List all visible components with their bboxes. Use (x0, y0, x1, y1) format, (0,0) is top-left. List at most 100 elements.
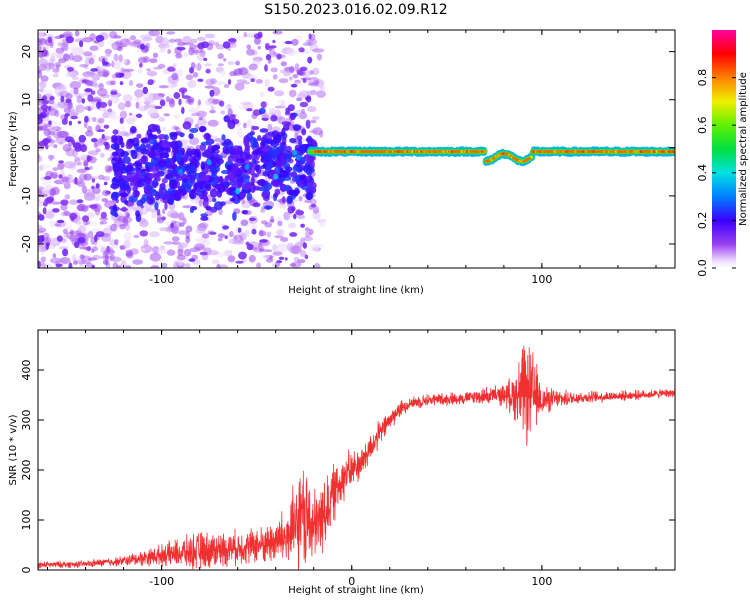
spectrogram-cell (76, 204, 85, 212)
spectrogram-cell (302, 42, 312, 46)
spectrogram-cell (138, 106, 148, 112)
spectrogram-cell (69, 199, 78, 205)
spectrogram-cell (71, 76, 80, 80)
spectrogram-cell (207, 119, 219, 127)
spectrogram-cell (278, 204, 287, 209)
spectrogram-cell (139, 62, 143, 68)
spectrogram-cell (229, 231, 234, 237)
spectrogram-cell (280, 154, 285, 164)
spectrogram-cell (196, 52, 205, 61)
spectrogram-cell (136, 113, 143, 119)
spectrogram-cell (284, 153, 292, 163)
spectrogram-cell (125, 265, 132, 268)
spectrogram-cell (78, 134, 87, 143)
spectrogram-cell (270, 179, 281, 186)
spectrogram-frame (37, 29, 676, 269)
spectrogram-cell (97, 117, 105, 124)
spectrogram-cell (224, 235, 228, 239)
spectrogram-cell (51, 201, 62, 205)
spectrogram-cell (192, 49, 204, 54)
colorbar-label: Normalized spectral amplitude (738, 72, 749, 226)
spectrogram-cell (90, 90, 96, 95)
spectrogram-cell (288, 66, 295, 73)
spectrogram-cell (196, 152, 202, 161)
spectrogram-cell (294, 144, 300, 152)
spectrogram-cell (102, 189, 111, 197)
spectrogram-cell (122, 94, 133, 103)
spectrogram-cell (114, 40, 123, 46)
spectrogram-cell (293, 213, 297, 220)
spectrogram-cell (277, 99, 284, 105)
spectrogram-cell (42, 138, 51, 144)
spectrogram-cell (126, 213, 131, 218)
spectrogram-cell (94, 234, 98, 243)
spectrogram-cell (58, 160, 64, 164)
spectrogram-cell (171, 212, 180, 219)
spectrogram-cell (304, 254, 309, 260)
spectrogram-cell (202, 198, 209, 209)
spectrogram-cell (200, 213, 208, 218)
spectrogram-cell (49, 154, 54, 162)
spectrogram-cell (232, 211, 237, 221)
spectrogram-cell (249, 217, 256, 221)
spectrogram-cell (76, 168, 87, 174)
spectrogram-cell (283, 184, 291, 191)
spectrogram-cell (184, 263, 191, 268)
spectrogram-cell (142, 91, 154, 101)
spectrogram-cell (162, 208, 166, 215)
spectrogram-cell (244, 144, 251, 152)
spectrogram-cell (310, 244, 320, 252)
spectrogram-cell (295, 208, 302, 215)
spectrogram-cell (115, 148, 125, 158)
spectrogram-cell (136, 49, 141, 54)
spectrogram-cell (38, 260, 41, 268)
spectrogram-cell (38, 64, 47, 71)
spectrogram-cell (38, 188, 43, 196)
spectrogram-cell (312, 206, 320, 214)
spectrogram-cell (166, 96, 170, 103)
spectrogram-cell (94, 197, 100, 202)
spectrogram-cell (246, 48, 255, 56)
spectrogram-cell (176, 154, 182, 163)
spectrogram-cell (288, 222, 296, 229)
spectrogram-cell (123, 239, 131, 249)
spectrogram-cell (62, 228, 68, 234)
spectrogram-cell (187, 170, 197, 179)
spectrogram-cell (305, 90, 318, 96)
spectrogram-cell (240, 101, 252, 106)
spectrogram-cell (72, 253, 77, 263)
spectrogram-cell (256, 262, 261, 268)
spectrogram-cell (227, 79, 232, 85)
spectrogram-cell (276, 243, 288, 253)
spectrogram-cell (83, 160, 89, 166)
spectrogram-cell (264, 43, 270, 50)
spectrogram-cell (65, 36, 74, 44)
spectrogram-cell (87, 106, 92, 112)
spectrogram-cell (205, 78, 215, 86)
spectrogram-cell (63, 161, 76, 169)
spectrogram-cell (128, 80, 134, 86)
spectrogram-cell (84, 115, 89, 123)
spectrogram-cell (103, 181, 108, 186)
spectrogram-cell (40, 75, 49, 82)
spectrogram-cell (119, 131, 129, 137)
spectrogram-cell (218, 100, 225, 107)
spectrogram-cell (209, 89, 215, 97)
spectrogram-cell (154, 201, 159, 211)
spectrogram-cell (235, 68, 243, 76)
spectrogram-cell (99, 221, 104, 225)
spectrogram-cell (249, 168, 255, 176)
spectrogram-cell (55, 47, 65, 54)
spectrogram-cell (305, 119, 311, 129)
spectrogram-cell (38, 46, 42, 51)
spectrogram-cell (219, 176, 224, 184)
spectrogram-cell (77, 162, 82, 166)
spectrogram-cell (264, 205, 273, 210)
spectrogram-cell (83, 246, 88, 251)
spectrogram-cell (251, 228, 257, 235)
spectrogram-cell (156, 129, 161, 134)
spectrogram-cell (97, 174, 105, 180)
spectrogram-cell (56, 130, 69, 138)
spectrogram-cell (140, 137, 150, 144)
spectrogram-cell (171, 83, 178, 87)
